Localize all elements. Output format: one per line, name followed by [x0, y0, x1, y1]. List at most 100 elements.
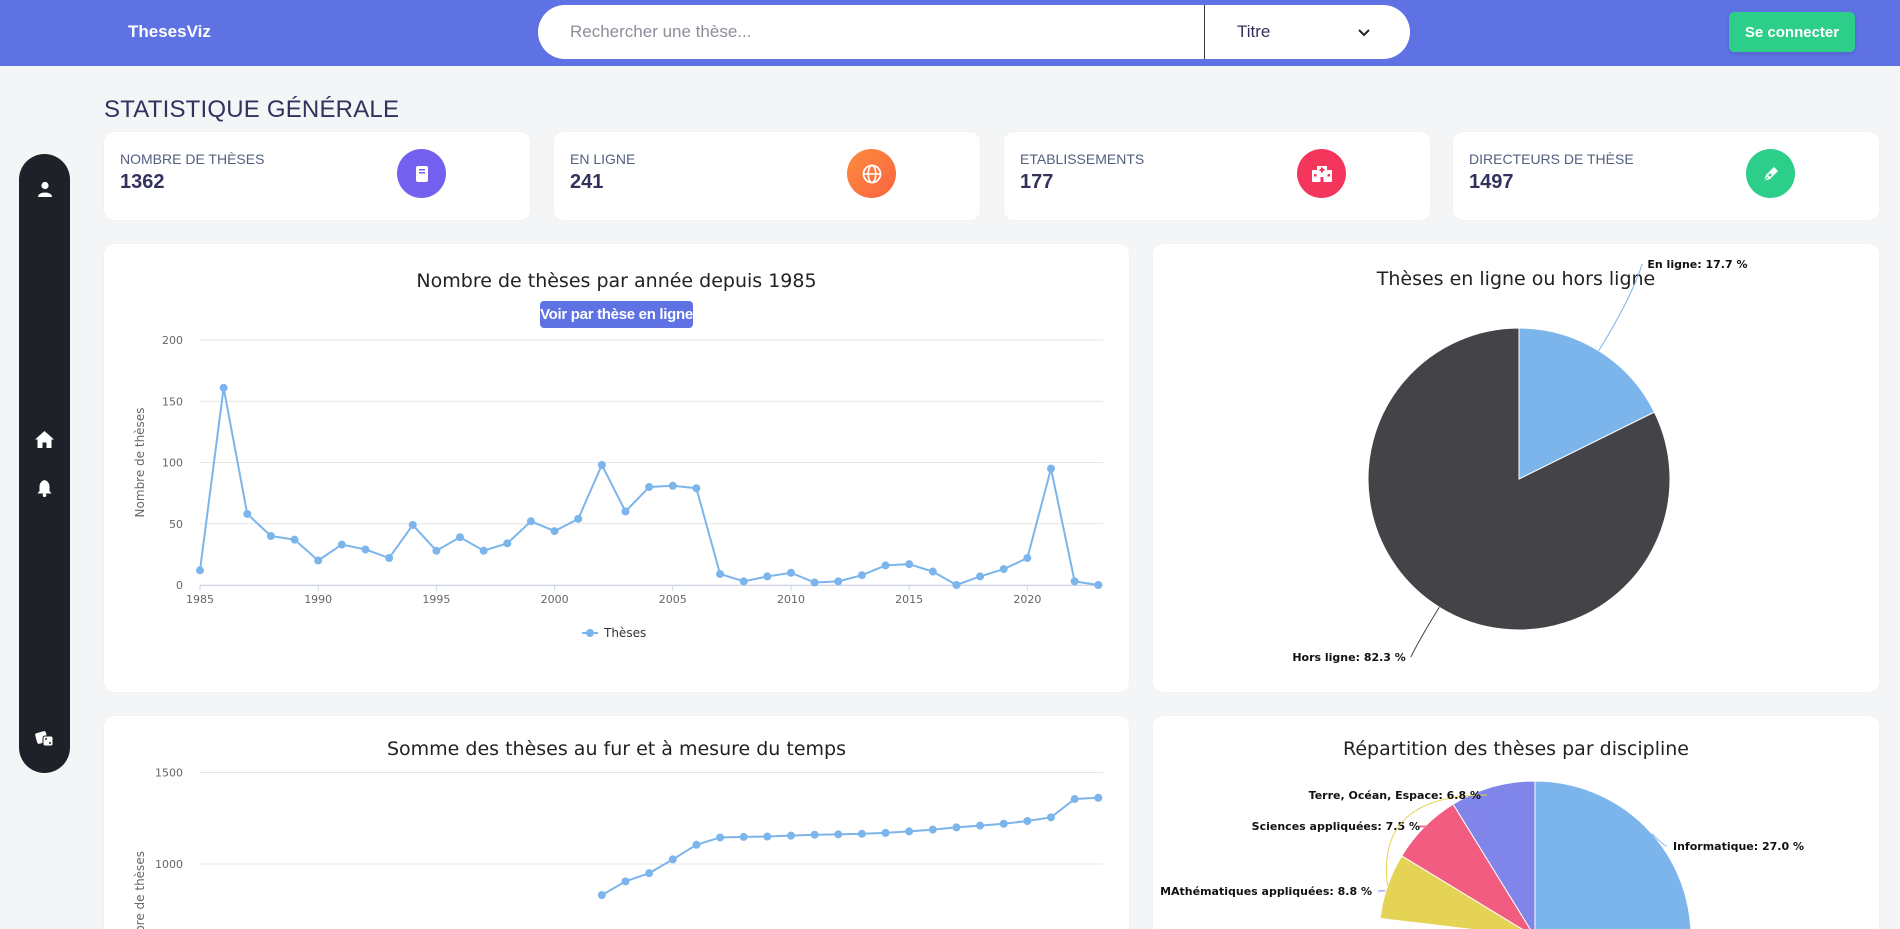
- chart-title: Répartition des thèses par discipline: [1343, 738, 1689, 760]
- pie-data-label: Informatique: 27.0 %: [1673, 840, 1804, 853]
- stat-value: 1497: [1469, 171, 1514, 193]
- data-point: [456, 533, 465, 542]
- chart-card-per-year: Nombre de thèses par année depuis 1985 V…: [104, 244, 1129, 692]
- login-button[interactable]: Se connecter: [1729, 12, 1855, 52]
- data-point: [999, 565, 1008, 574]
- data-point: [432, 546, 441, 555]
- data-point: [739, 832, 748, 841]
- data-point: [668, 481, 677, 490]
- chart-card-cumulative: Somme des thèses au fur et à mesure du t…: [104, 716, 1129, 929]
- theses-per-year-chart: 0 50 100 150 200 1985 1990 1995 2000 2005 2010 2015…: [133, 334, 1103, 640]
- x-tick-label: 2020: [1013, 593, 1041, 606]
- search-bar: Titre: [538, 5, 1410, 59]
- data-point: [645, 869, 654, 878]
- data-point: [881, 561, 890, 570]
- data-point: [668, 855, 677, 864]
- stat-value: 177: [1020, 171, 1054, 193]
- view-online-button[interactable]: Voir par thèse en ligne: [540, 301, 693, 328]
- data-point: [810, 578, 819, 587]
- data-point: [314, 556, 323, 565]
- x-tick-label: 2005: [659, 593, 687, 606]
- pie-slice: [1534, 780, 1692, 929]
- data-point: [786, 568, 795, 577]
- x-tick-label: 2010: [777, 593, 805, 606]
- y-axis-label: Nombre de thèses: [133, 851, 147, 929]
- y-tick-label: 1500: [155, 767, 183, 780]
- data-point: [337, 540, 346, 549]
- data-point: [857, 571, 866, 580]
- data-point: [196, 566, 204, 575]
- data-point: [692, 840, 701, 849]
- bell-icon[interactable]: [19, 476, 70, 500]
- stat-card-theses: Nombre de thèses 1362: [104, 132, 530, 220]
- data-point: [905, 560, 914, 569]
- data-point: [810, 830, 819, 839]
- data-point: [597, 891, 606, 900]
- data-point: [692, 484, 701, 493]
- sidebar: [19, 154, 70, 773]
- data-point: [881, 828, 890, 837]
- legend-symbol: [586, 629, 594, 637]
- cumulative-theses-chart: 1000 1500 Nombre de thèses: [133, 767, 1103, 929]
- data-point: [928, 825, 937, 834]
- pie-slice: [1379, 855, 1523, 929]
- pie-connector: [1385, 794, 1488, 887]
- home-icon[interactable]: [19, 427, 70, 451]
- x-tick-label: 2000: [541, 593, 569, 606]
- data-point: [976, 821, 985, 830]
- x-tick-label: 2015: [895, 593, 923, 606]
- data-point: [503, 539, 512, 548]
- data-point: [574, 514, 583, 523]
- data-point: [645, 483, 654, 491]
- stat-label: En ligne: [570, 151, 636, 167]
- pie-connector: [1651, 833, 1668, 847]
- data-point: [834, 577, 843, 586]
- x-tick-label: 1985: [186, 593, 214, 606]
- y-tick-label: 100: [162, 457, 183, 470]
- data-point: [952, 823, 961, 832]
- data-point: [786, 831, 795, 840]
- y-tick-label: 200: [162, 334, 183, 347]
- data-point: [1046, 464, 1055, 473]
- pie-data-label: MAthématiques appliquées: 8.8 %: [1160, 885, 1372, 898]
- pie-data-label: Terre, Océan, Espace: 6.8 %: [1309, 789, 1481, 802]
- pie-data-label: Sciences appliquées: 7.5 %: [1252, 820, 1420, 833]
- data-point: [1094, 793, 1103, 802]
- y-tick-label: 1000: [155, 858, 183, 871]
- stat-card-establishments: Etablissements 177: [1004, 132, 1430, 220]
- data-point: [1023, 554, 1032, 563]
- chart-title: Nombre de thèses par année depuis 1985: [416, 270, 817, 292]
- data-point: [290, 535, 299, 544]
- user-icon[interactable]: [19, 177, 70, 201]
- data-point: [243, 509, 252, 518]
- online-offline-pie-chart: En ligne: 17.7 % Hors ligne: 82.3 %: [1292, 258, 1747, 664]
- data-point: [385, 554, 394, 563]
- pie-connector: [1410, 606, 1440, 658]
- search-input[interactable]: [538, 5, 1204, 59]
- top-navbar: ThesesViz Titre Se connecter: [0, 0, 1900, 66]
- chart-title: Thèses en ligne ou hors ligne: [1376, 268, 1656, 290]
- x-tick-label: 1990: [304, 593, 332, 606]
- data-point: [905, 827, 914, 836]
- data-point: [716, 569, 725, 578]
- data-point: [857, 829, 866, 838]
- page-title: STATISTIQUE GÉNÉRALE: [104, 96, 400, 123]
- discipline-pie-chart: Informatique: 27.0 % MAthématiques appliq…: [1160, 780, 1804, 929]
- stat-label: Directeurs de thèse: [1469, 151, 1634, 167]
- data-point: [1023, 816, 1032, 825]
- stat-value: 1362: [120, 171, 165, 193]
- pie-connector: [1418, 825, 1427, 828]
- search-filter-select[interactable]: Titre: [1205, 5, 1410, 59]
- data-point: [976, 572, 985, 581]
- y-tick-label: 0: [176, 579, 183, 592]
- pie-data-label: Hors ligne: 82.3 %: [1292, 651, 1406, 664]
- data-point: [526, 517, 535, 526]
- dice-icon[interactable]: [19, 727, 70, 751]
- data-point: [999, 819, 1008, 828]
- brand-logo[interactable]: ThesesViz: [128, 22, 211, 41]
- data-point: [716, 833, 725, 842]
- pie-slice: [1518, 327, 1656, 480]
- data-point: [952, 581, 961, 589]
- hospital-icon: [1297, 149, 1346, 198]
- chart-card-discipline-pie: Répartition des thèses par discipline In…: [1153, 716, 1879, 929]
